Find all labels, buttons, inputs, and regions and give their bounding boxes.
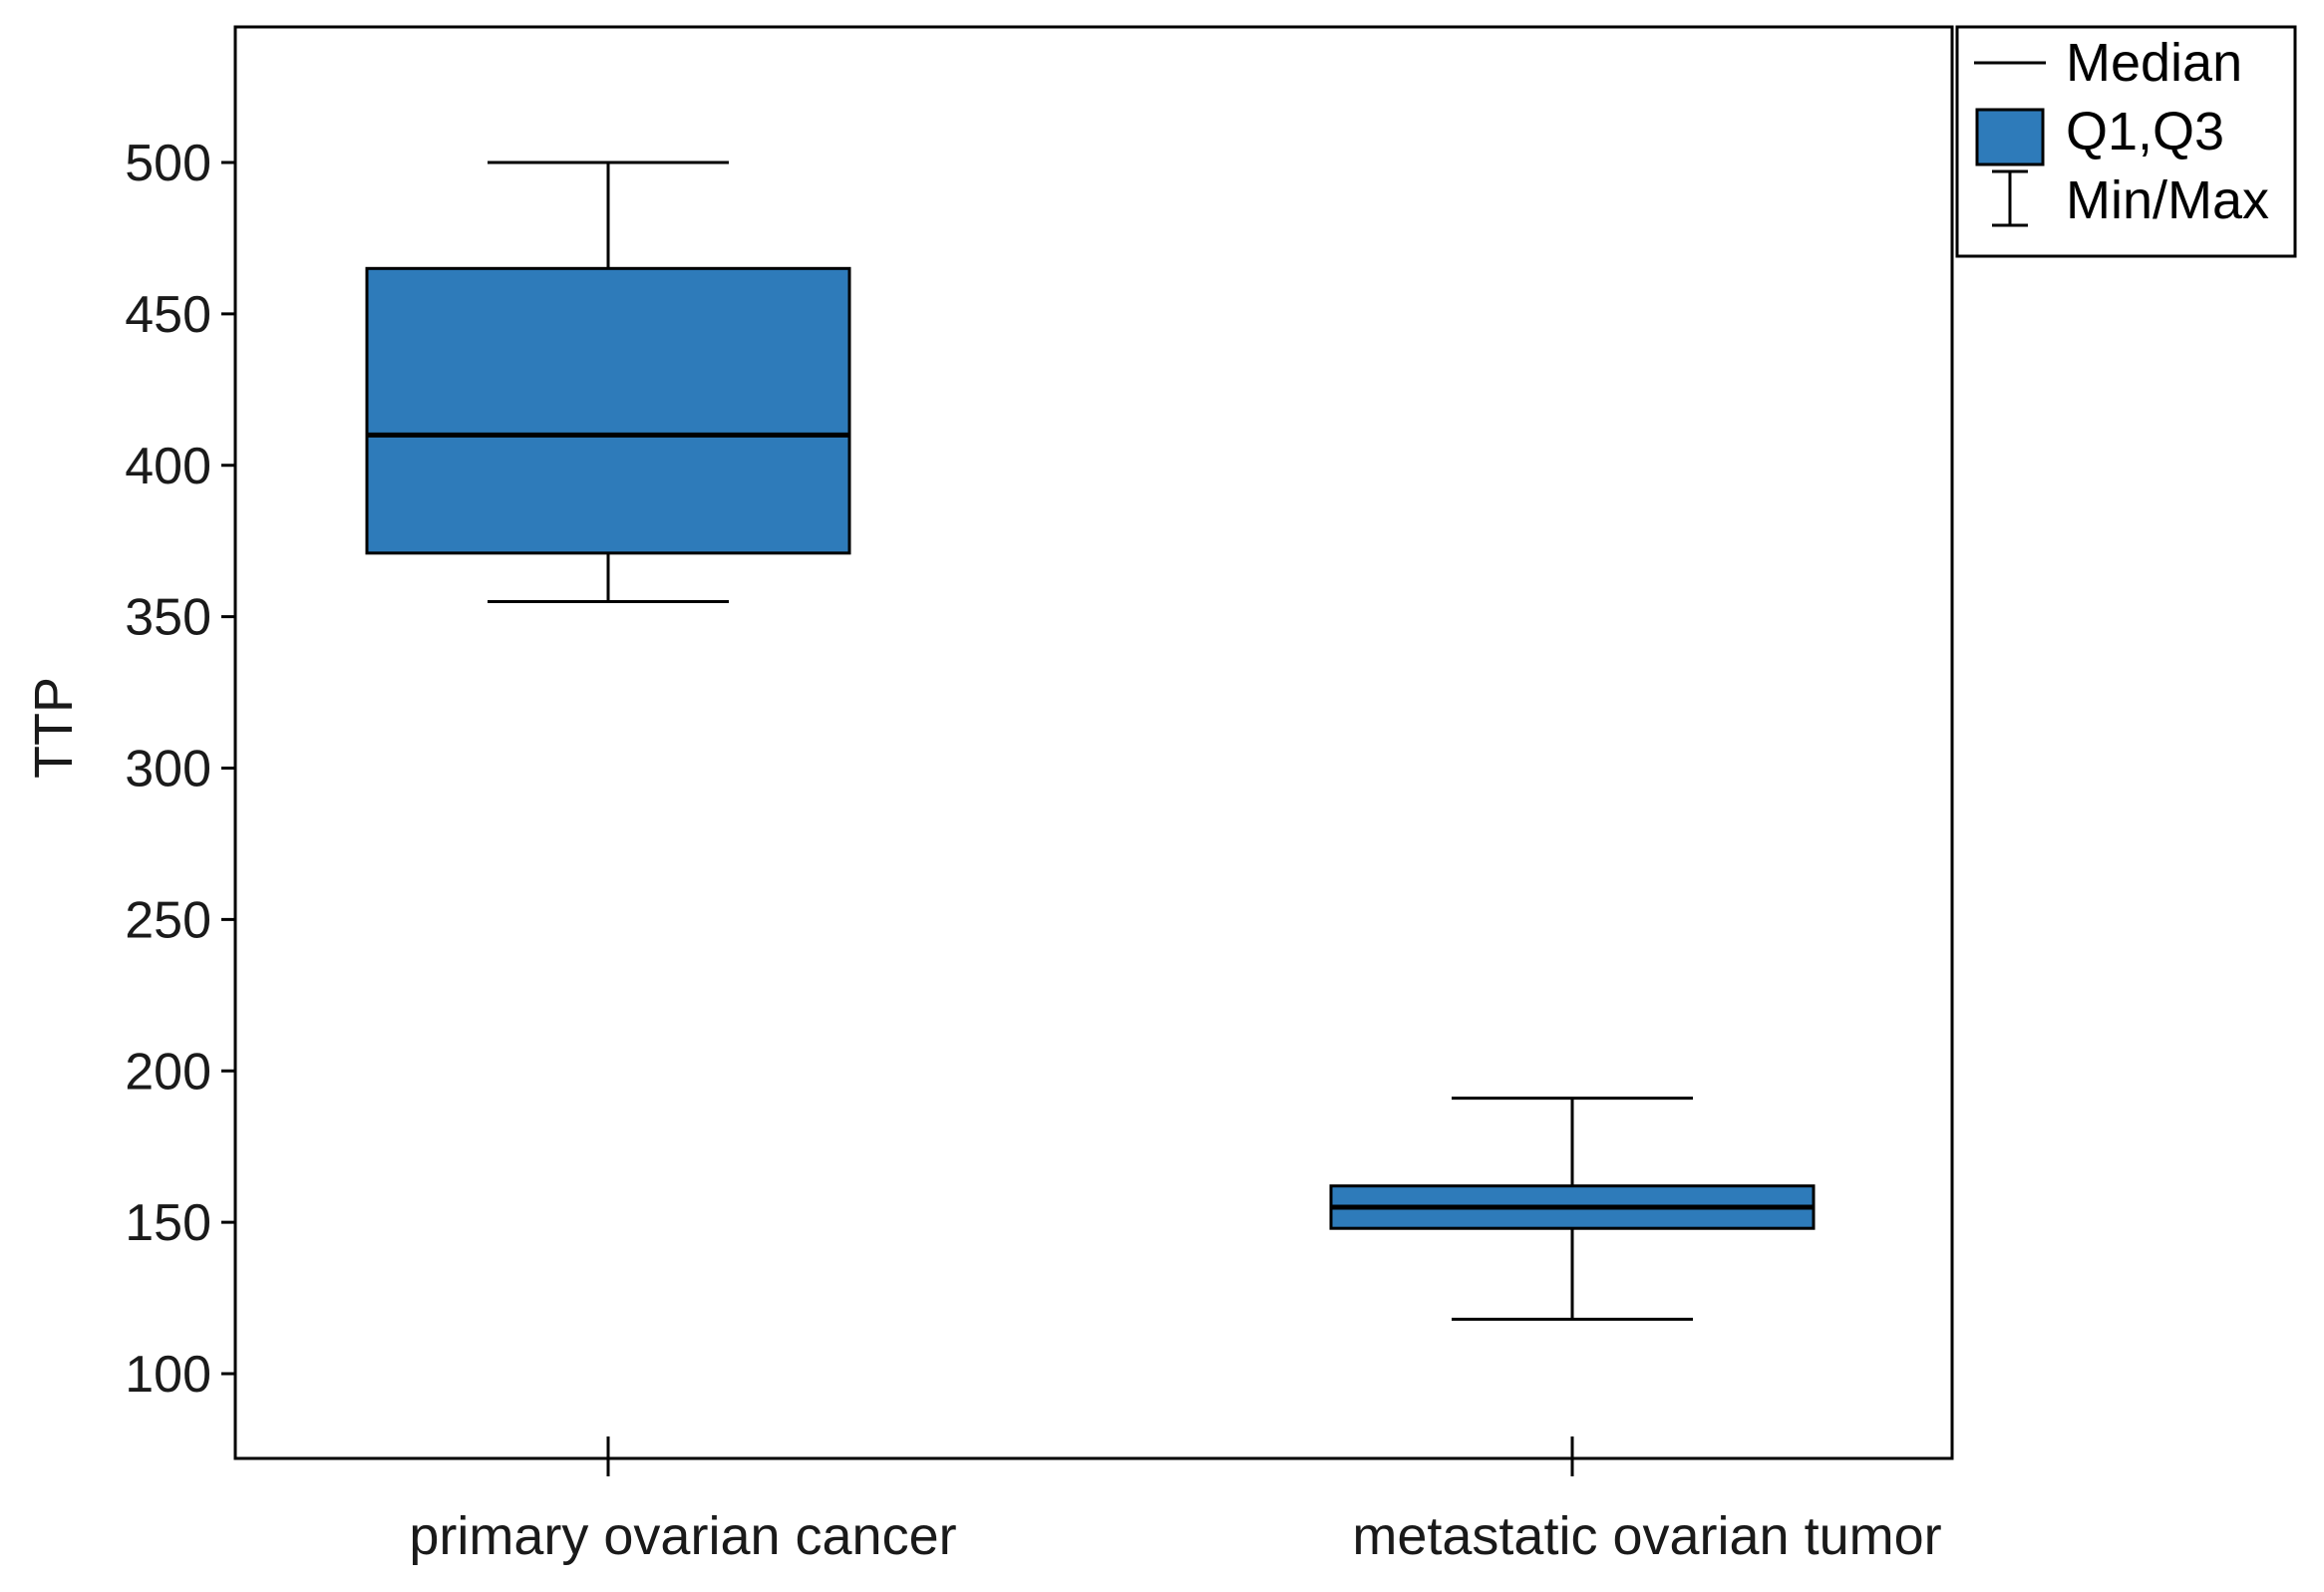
y-tick-label: 300 bbox=[125, 741, 211, 798]
legend-frame bbox=[1955, 25, 2297, 258]
plot-frame bbox=[233, 25, 1954, 1460]
y-tick-label: 450 bbox=[125, 286, 211, 344]
box-1 bbox=[365, 160, 851, 603]
y-axis-title: TTP bbox=[24, 677, 84, 779]
legend-label: Q1,Q3 bbox=[2066, 102, 2224, 161]
y-tick-label: 500 bbox=[125, 135, 211, 192]
box-2 bbox=[1329, 1097, 1816, 1321]
iqr-box bbox=[365, 266, 851, 555]
y-tick-label: 100 bbox=[125, 1346, 211, 1404]
x-axis: primary ovarian cancer metastatic ovarian… bbox=[409, 1436, 1942, 1566]
boxes bbox=[365, 160, 1816, 1321]
legend: Median Q1,Q3 Min/Max bbox=[1955, 25, 2297, 258]
legend-iqr-symbol bbox=[1975, 108, 2045, 166]
y-tick-label: 350 bbox=[125, 589, 211, 647]
y-tick-label: 150 bbox=[125, 1194, 211, 1252]
x-category-label: metastatic ovarian tumor bbox=[1352, 1506, 1941, 1566]
x-category-label: primary ovarian cancer bbox=[409, 1506, 956, 1566]
y-axis: 100 150 200 250 300 350 400 450 500 bbox=[125, 135, 235, 1404]
legend-label: Min/Max bbox=[2066, 170, 2269, 230]
y-tick-label: 200 bbox=[125, 1043, 211, 1101]
y-tick-label: 250 bbox=[125, 891, 211, 949]
legend-label: Median bbox=[2066, 33, 2242, 93]
y-tick-label: 400 bbox=[125, 438, 211, 495]
plot-area bbox=[233, 25, 1954, 1460]
